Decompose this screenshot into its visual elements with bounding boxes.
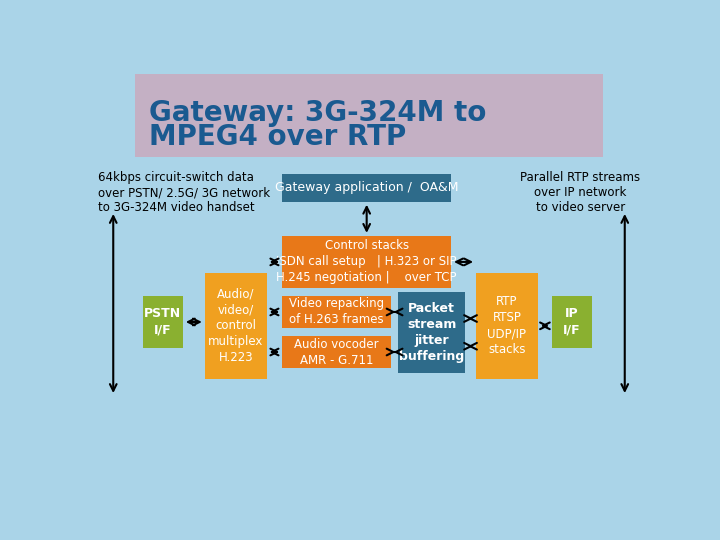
Text: Gateway: 3G-324M to: Gateway: 3G-324M to [149,98,486,126]
FancyBboxPatch shape [143,296,183,348]
Text: Packet
stream
jitter
buffering: Packet stream jitter buffering [399,302,464,363]
FancyBboxPatch shape [552,296,593,348]
FancyBboxPatch shape [282,336,391,368]
FancyBboxPatch shape [282,296,391,328]
Text: Gateway application /  OA&M: Gateway application / OA&M [275,181,459,194]
Text: PSTN
I/F: PSTN I/F [144,307,181,336]
Text: Parallel RTP streams
over IP network
to video server: Parallel RTP streams over IP network to … [520,171,640,214]
FancyBboxPatch shape [476,273,538,379]
FancyBboxPatch shape [282,174,451,202]
Text: Audio vocoder
AMR - G.711: Audio vocoder AMR - G.711 [294,338,379,367]
Text: Video repacking
of H.263 frames: Video repacking of H.263 frames [289,298,384,327]
Text: 64kbps circuit-switch data
over PSTN/ 2.5G/ 3G network
to 3G-324M video handset: 64kbps circuit-switch data over PSTN/ 2.… [98,171,270,214]
FancyBboxPatch shape [398,292,465,373]
Text: RTP
RTSP
UDP/IP
stacks: RTP RTSP UDP/IP stacks [487,295,526,356]
FancyBboxPatch shape [204,273,266,379]
Text: Control stacks
ISDN call setup   | H.323 or SIP
H.245 negotiation |    over TCP: Control stacks ISDN call setup | H.323 o… [276,239,457,285]
FancyBboxPatch shape [135,74,603,157]
FancyBboxPatch shape [282,236,451,288]
Text: Audio/
video/
control
multiplex
H.223: Audio/ video/ control multiplex H.223 [208,287,264,365]
Text: MPEG4 over RTP: MPEG4 over RTP [149,123,406,151]
Text: IP
I/F: IP I/F [563,307,581,336]
